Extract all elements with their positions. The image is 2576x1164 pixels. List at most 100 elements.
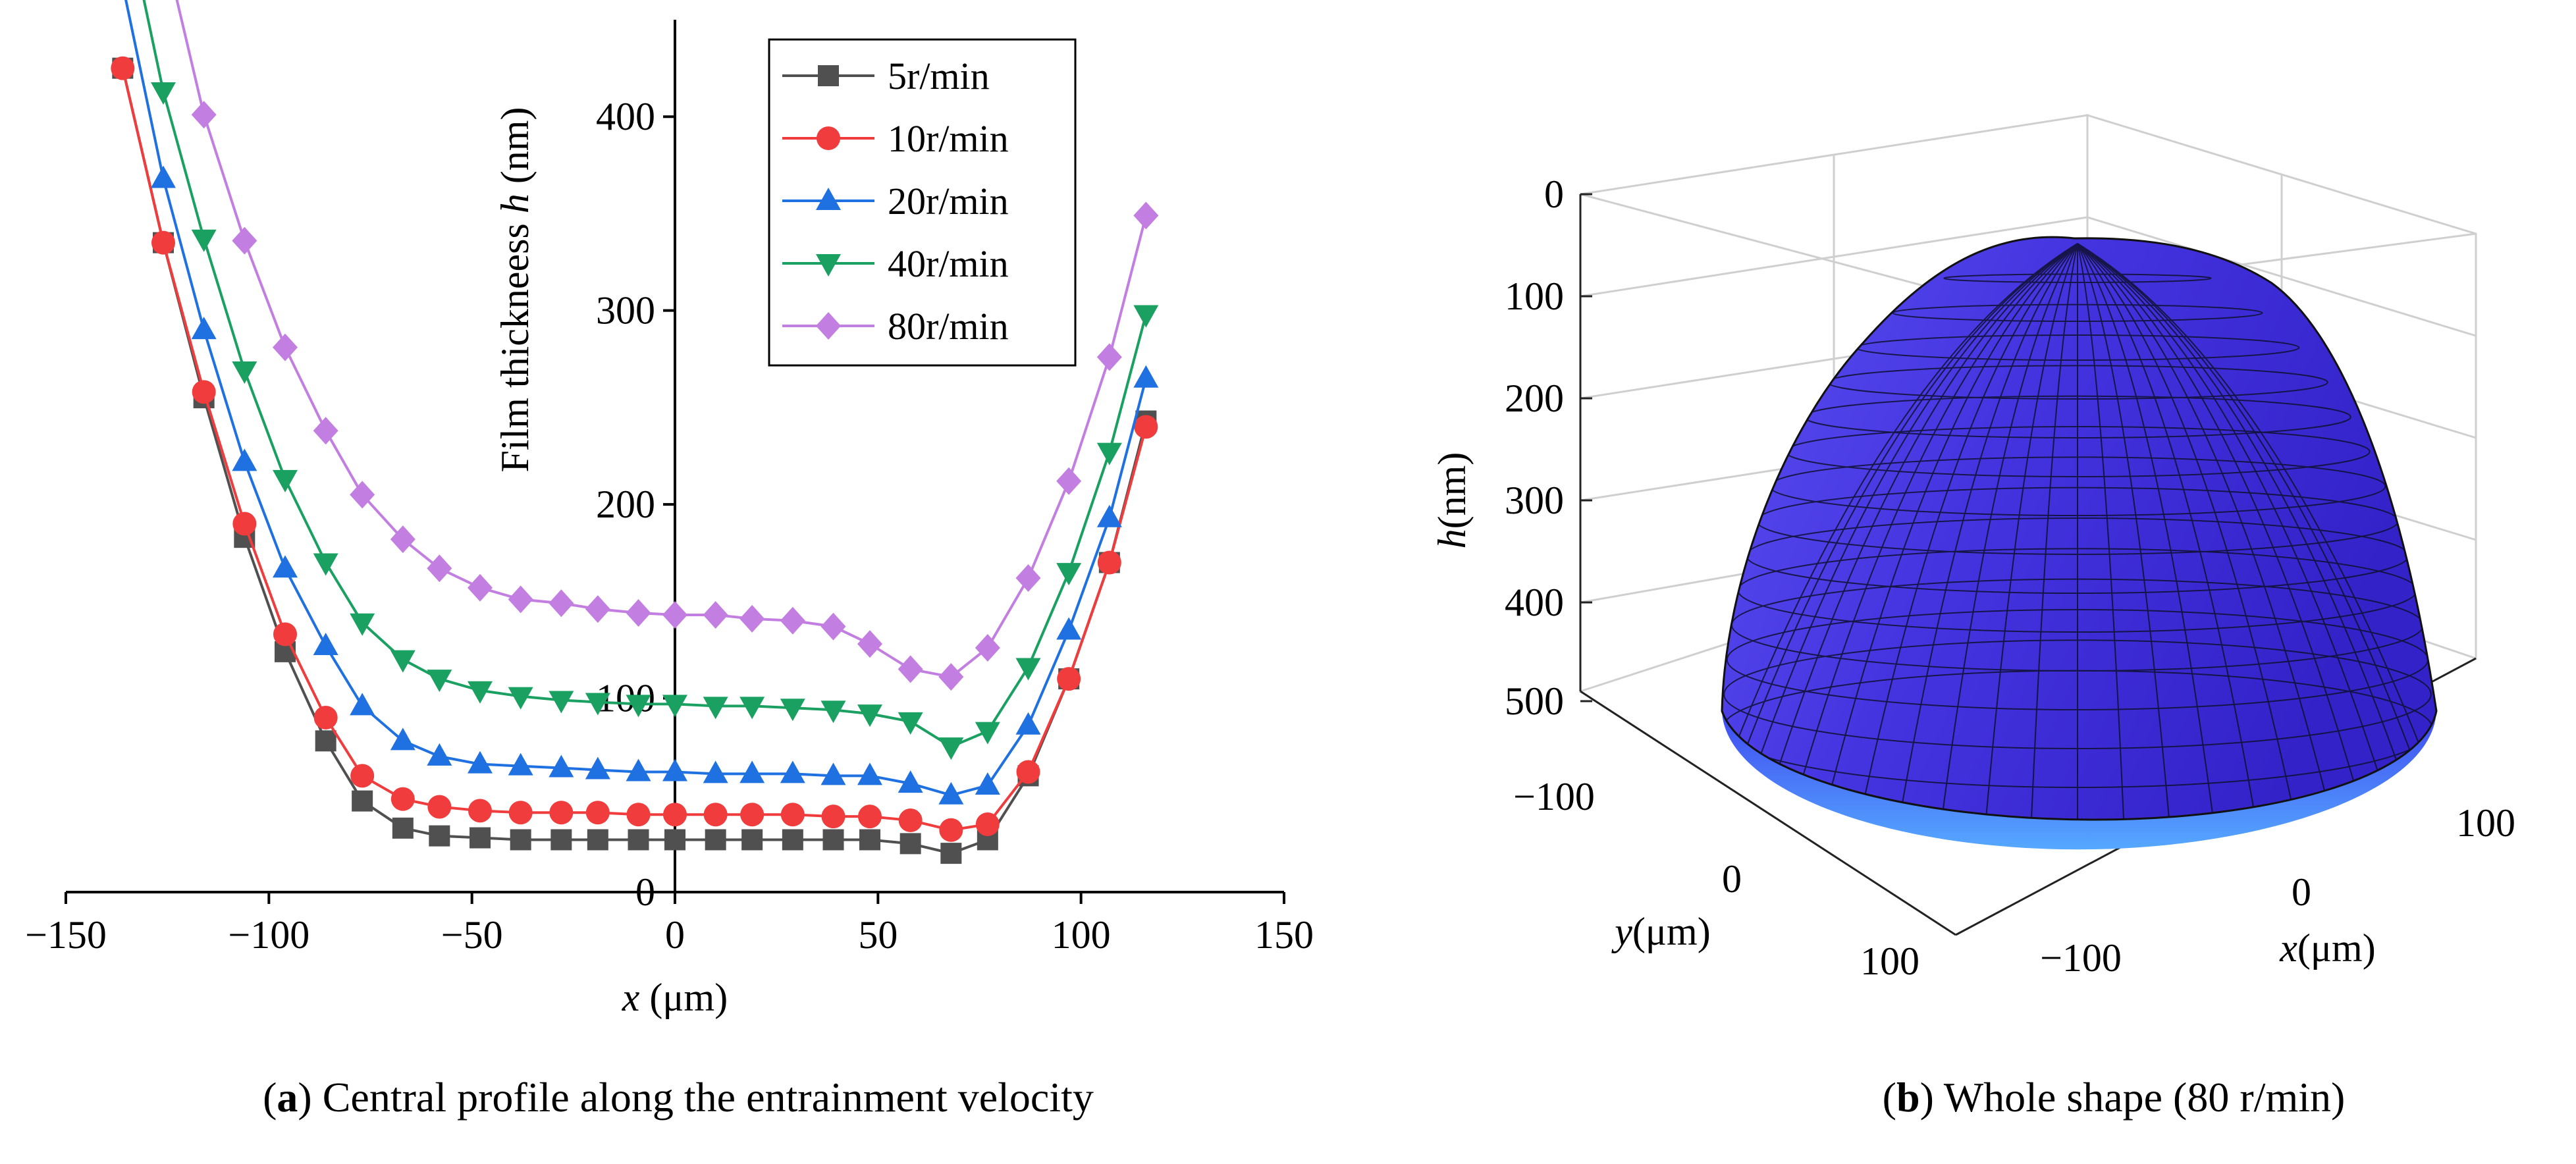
chart-a-data-point	[739, 697, 765, 720]
chart-a-data-point	[468, 799, 492, 823]
chart-a-data-point	[626, 695, 651, 718]
chart-a-x-tick-label: 100	[1052, 913, 1111, 957]
chart-b-z-tick-label: 200	[1505, 377, 1564, 420]
chart-b-mesh-meridian	[1860, 243, 2078, 814]
chart-a-data-point	[1133, 305, 1159, 328]
chart-a-data-point	[1097, 550, 1121, 575]
chart-b-z-ticks: 0 100 200 300 400 500	[1505, 172, 1592, 723]
chart-b-mesh-meridian	[1794, 243, 2078, 803]
chart-a-data-point	[857, 630, 882, 658]
chart-a-data-point	[626, 599, 651, 627]
chart-a-legend-marker	[816, 312, 841, 340]
chart-b-surface	[1721, 236, 2438, 850]
chart-a-data-point	[549, 589, 574, 618]
chart-a-legend-entry: 10r/min	[782, 117, 1009, 160]
chart-b: 0 100 200 300 400 500 −100 0 100 −100 0 100 h(nm)…	[1416, 0, 2576, 1070]
chart-b-mesh-meridian	[1748, 243, 2078, 788]
chart-a-data-point	[151, 82, 176, 105]
chart-a-series-group	[111, 0, 1159, 864]
chart-a-legend-label: 80r/min	[888, 305, 1009, 348]
chart-a-data-point	[1057, 667, 1081, 691]
chart-b-z-tick-label: 0	[1544, 172, 1564, 216]
chart-a-legend: 5r/min 10r/min 20r/min 40r/min 80r/min	[768, 38, 1077, 367]
chart-b-z-tick-label: 500	[1505, 679, 1564, 723]
chart-b-z-tick-label: 300	[1505, 479, 1564, 522]
chart-a-data-point	[705, 829, 726, 851]
chart-a-data-point	[1133, 365, 1159, 388]
chart-a-data-point	[470, 827, 491, 849]
chart-b-mesh-meridian	[1769, 243, 2078, 795]
chart-a-data-point	[1015, 564, 1041, 592]
chart-a-data-point	[468, 681, 493, 704]
chart-a-data-point	[703, 803, 728, 827]
caption-b: (b) Whole shape (80 r/min)	[1882, 1074, 2346, 1121]
chart-b-mesh-meridian	[1899, 243, 2078, 818]
chart-b-y-axis-title: y(μm)	[1611, 910, 1710, 953]
chart-a-data-point	[313, 633, 338, 656]
chart-a-data-point	[741, 829, 763, 851]
chart-a-data-point	[739, 604, 765, 633]
chart-a-data-point	[191, 317, 217, 340]
chart-a-data-point	[780, 699, 805, 722]
chart-a-legend-label: 5r/min	[888, 55, 990, 97]
chart-b-mesh-meridian	[2077, 243, 2170, 820]
chart-a-data-point	[390, 525, 416, 554]
chart-a-data-point	[232, 512, 257, 536]
chart-a-data-point	[898, 808, 923, 833]
chart-a-data-point	[703, 760, 728, 783]
chart-a-data-point	[1015, 658, 1041, 681]
chart-b-mesh-meridian	[1985, 243, 2078, 820]
chart-a-data-point	[585, 756, 610, 780]
chart-b-mesh-meridian	[1733, 243, 2078, 780]
chart-a-data-point	[549, 691, 574, 714]
chart-a-data-point	[740, 803, 765, 827]
chart-a-data-point	[191, 229, 217, 252]
chart-b-surface-dome	[1721, 236, 2438, 821]
chart-a-legend-entry: 5r/min	[782, 55, 990, 97]
chart-a-data-point	[1134, 415, 1158, 439]
chart-a-data-point	[352, 790, 373, 812]
chart-a-data-point	[508, 585, 533, 614]
chart-a-data-point	[703, 697, 728, 720]
chart-a-data-point	[780, 803, 805, 827]
chart-b-z-tick-label: 400	[1505, 581, 1564, 624]
chart-a-data-point	[315, 730, 336, 752]
chart-a-data-point	[549, 801, 574, 825]
caption-a: (a) Central profile along the entrainmen…	[263, 1074, 1094, 1121]
chart-b-x-tick-label: 0	[2292, 870, 2311, 914]
chart-b-mesh-meridian	[2077, 243, 2330, 808]
chart-a-data-point	[550, 829, 572, 851]
chart-a-data-point	[940, 843, 962, 864]
chart-b-mesh-meridian	[2077, 243, 2422, 780]
chart-a-x-tick-label: 0	[665, 913, 685, 957]
chart-a-data-point	[822, 829, 844, 851]
chart-a-data-point	[392, 817, 414, 839]
chart-a-data-point	[111, 56, 135, 80]
chart-a-data-point	[780, 760, 805, 783]
chart-b-mesh-meridian	[2077, 243, 2214, 820]
chart-a-x-axis-title: x (μm)	[622, 976, 728, 1019]
chart-a-data-point	[427, 670, 452, 693]
chart-a-data-point	[975, 772, 1000, 795]
chart-b-mesh-meridian	[1724, 243, 2078, 772]
chart-a-x-tick-label: 150	[1254, 913, 1314, 957]
chart-a-legend-label: 20r/min	[888, 180, 1009, 223]
chart-a: −150 −100 −50 0 50 100 150 0 100 200 300 400 5r/min…	[0, 0, 1370, 1070]
chart-a-data-point	[780, 606, 805, 635]
chart-a-data-point	[975, 812, 1000, 836]
chart-a-data-point	[390, 728, 416, 751]
chart-a-data-point	[1096, 504, 1122, 527]
chart-b-svg: 0 100 200 300 400 500 −100 0 100 −100 0 100 h(nm)…	[1430, 113, 2515, 983]
chart-a-data-point	[859, 829, 880, 851]
chart-b-mesh-meridian	[2077, 243, 2295, 814]
chart-b-y-tick-label: 100	[1860, 939, 1919, 983]
chart-a-data-point	[350, 613, 375, 636]
chart-a-data-point	[703, 600, 728, 629]
chart-a-data-point	[782, 829, 803, 851]
chart-a-data-point	[858, 805, 882, 829]
chart-b-mesh-meridian	[2030, 243, 2078, 820]
chart-a-data-point	[898, 770, 923, 793]
caption-b-text: Whole shape (80 r/min)	[1933, 1074, 2346, 1121]
chart-a-y-tick-label: 0	[635, 870, 655, 914]
chart-a-data-point	[429, 825, 450, 847]
